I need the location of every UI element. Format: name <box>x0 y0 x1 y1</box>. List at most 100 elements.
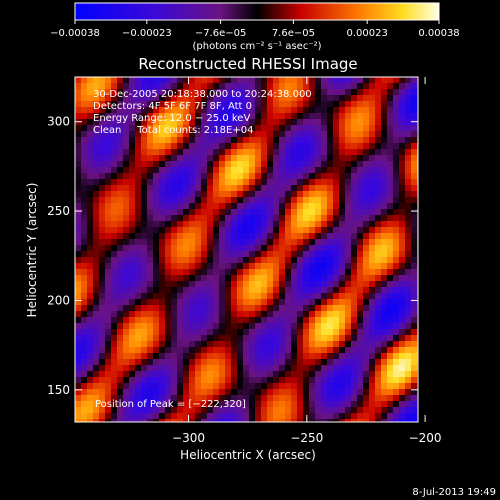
heatmap-cell <box>147 377 154 384</box>
heatmap-cell <box>171 275 178 282</box>
heatmap-cell <box>165 77 172 84</box>
heatmap-cell <box>327 293 334 300</box>
heatmap-cell <box>237 101 244 108</box>
heatmap-cell <box>285 233 292 240</box>
heatmap-cell <box>405 317 412 324</box>
heatmap-cell <box>99 191 106 198</box>
heatmap-cell <box>363 275 370 282</box>
heatmap-cell <box>303 233 310 240</box>
heatmap-cell <box>333 197 340 204</box>
heatmap-cell <box>357 239 364 246</box>
heatmap-cell <box>321 275 328 282</box>
heatmap-cell <box>237 293 244 300</box>
heatmap-cell <box>183 137 190 144</box>
heatmap-cell <box>75 269 82 276</box>
heatmap-cell <box>267 317 274 324</box>
heatmap-cell <box>267 419 274 422</box>
heatmap-cell <box>111 125 118 132</box>
heatmap-cell <box>189 89 196 96</box>
heatmap-cell <box>147 311 154 318</box>
heatmap-cell <box>333 83 340 90</box>
heatmap-cell <box>129 221 136 228</box>
heatmap-cell <box>75 329 82 336</box>
heatmap-cell <box>303 161 310 168</box>
heatmap-cell <box>153 209 160 216</box>
heatmap-cell <box>285 323 292 330</box>
heatmap-cell <box>237 335 244 342</box>
heatmap-cell <box>111 299 118 306</box>
heatmap-cell <box>333 269 340 276</box>
heatmap-cell <box>81 203 88 210</box>
heatmap-cell <box>339 119 346 126</box>
heatmap-cell <box>363 413 370 420</box>
heatmap-cell <box>273 317 280 324</box>
heatmap-cell <box>363 401 370 408</box>
heatmap-cell <box>321 329 328 336</box>
heatmap-cell <box>249 155 256 162</box>
heatmap-cell <box>195 77 202 84</box>
heatmap-cell <box>375 215 382 222</box>
heatmap-cell <box>111 77 118 84</box>
heatmap-cell <box>183 377 190 384</box>
heatmap-cell <box>357 185 364 192</box>
heatmap-cell <box>393 167 400 174</box>
heatmap-cell <box>351 359 358 366</box>
heatmap-cell <box>129 215 136 222</box>
heatmap-cell <box>87 293 94 300</box>
heatmap-cell <box>309 347 316 354</box>
heatmap-cell <box>393 227 400 234</box>
heatmap-cell <box>183 125 190 132</box>
heatmap-cell <box>111 395 118 402</box>
heatmap-cell <box>315 161 322 168</box>
heatmap-cell <box>303 353 310 360</box>
heatmap-cell <box>165 179 172 186</box>
heatmap-cell <box>237 257 244 264</box>
heatmap-cell <box>303 89 310 96</box>
heatmap-cell <box>93 125 100 132</box>
heatmap-cell <box>141 137 148 144</box>
heatmap-cell <box>177 281 184 288</box>
colorbar-unit-label: (photons cm⁻² s⁻¹ asec⁻²) <box>192 41 321 52</box>
heatmap-cell <box>93 305 100 312</box>
heatmap-cell <box>339 311 346 318</box>
heatmap-cell <box>411 119 418 126</box>
heatmap-cell <box>117 209 124 216</box>
heatmap-cell <box>231 299 238 306</box>
heatmap-cell <box>87 227 94 234</box>
heatmap-cell <box>231 347 238 354</box>
heatmap-cell <box>405 125 412 132</box>
heatmap-cell <box>207 167 214 174</box>
heatmap-cell <box>357 257 364 264</box>
heatmap-cell <box>309 143 316 150</box>
heatmap-cell <box>273 119 280 126</box>
heatmap-cell <box>273 305 280 312</box>
heatmap-cell <box>345 359 352 366</box>
heatmap-cell <box>177 155 184 162</box>
heatmap-cell <box>279 401 286 408</box>
heatmap-cell <box>141 275 148 282</box>
heatmap-cell <box>213 305 220 312</box>
heatmap-cell <box>339 173 346 180</box>
heatmap-cell <box>339 305 346 312</box>
heatmap-cell <box>285 317 292 324</box>
heatmap-cell <box>171 149 178 156</box>
heatmap-cell <box>141 311 148 318</box>
heatmap-cell <box>381 407 388 414</box>
heatmap-cell <box>339 245 346 252</box>
heatmap-cell <box>345 197 352 204</box>
heatmap-cell <box>345 407 352 414</box>
heatmap-cell <box>213 101 220 108</box>
heatmap-cell <box>273 311 280 318</box>
heatmap-cell <box>249 83 256 90</box>
heatmap-cell <box>231 419 238 422</box>
heatmap-cell <box>171 155 178 162</box>
heatmap-cell <box>303 317 310 324</box>
heatmap-cell <box>267 143 274 150</box>
heatmap-cell <box>333 95 340 102</box>
heatmap-cell <box>255 305 262 312</box>
heatmap-cell <box>123 323 130 330</box>
heatmap-cell <box>231 77 238 84</box>
heatmap-cell <box>411 239 418 246</box>
heatmap-cell <box>345 125 352 132</box>
heatmap-cell <box>111 197 118 204</box>
